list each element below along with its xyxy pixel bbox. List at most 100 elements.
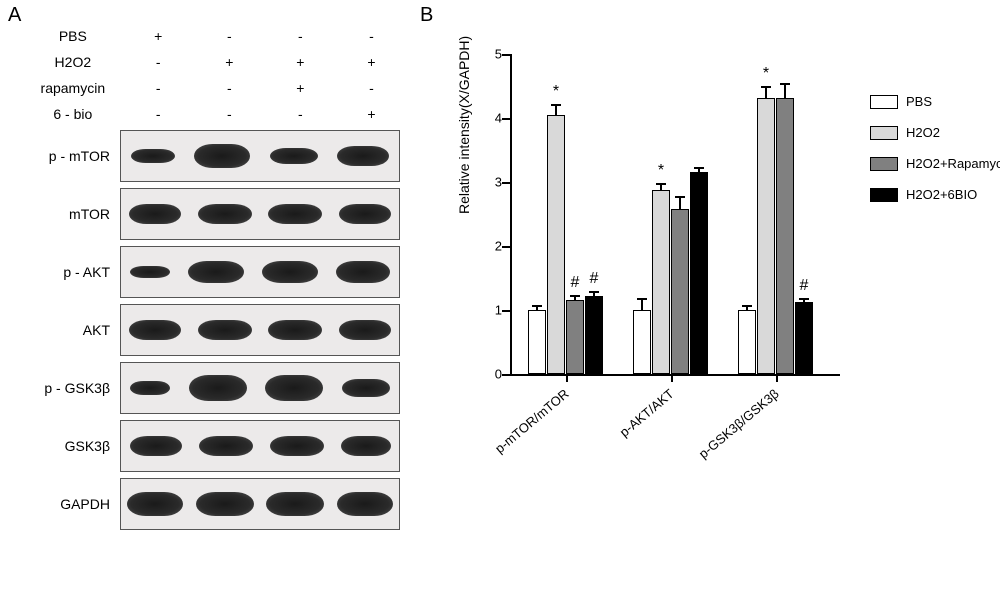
y-tick-label: 2 bbox=[495, 239, 502, 254]
treatment-cell: - bbox=[337, 76, 406, 100]
treatment-cell: + bbox=[337, 50, 406, 74]
bar bbox=[690, 172, 708, 374]
treatment-cell: - bbox=[124, 102, 193, 126]
blot-band bbox=[129, 204, 181, 224]
blot-row: p - GSK3β bbox=[28, 362, 400, 414]
blot-band bbox=[130, 266, 170, 278]
treatment-cell: + bbox=[266, 50, 335, 74]
x-tick bbox=[566, 374, 568, 382]
error-bar bbox=[660, 183, 662, 191]
treatment-cell: - bbox=[337, 24, 406, 48]
blot-label: p - mTOR bbox=[28, 148, 120, 164]
blot-band bbox=[188, 261, 244, 283]
legend-item: PBS bbox=[870, 94, 1000, 109]
blot-row: p - AKT bbox=[28, 246, 400, 298]
treatment-cell: - bbox=[266, 24, 335, 48]
legend-label: H2O2+6BIO bbox=[906, 187, 977, 202]
blot-row: GSK3β bbox=[28, 420, 400, 472]
blot-band bbox=[339, 204, 391, 224]
blot-band bbox=[130, 381, 170, 395]
blot-band bbox=[198, 204, 252, 224]
bar: # bbox=[566, 300, 584, 374]
significance-marker: # bbox=[590, 270, 599, 288]
panel-a-label: A bbox=[8, 4, 21, 27]
error-bar bbox=[679, 196, 681, 210]
western-blots: p - mTOR mTOR p - AKT AKT p - GSK3β GSK3β GAPD… bbox=[28, 130, 400, 536]
y-tick bbox=[502, 182, 510, 184]
blot-band bbox=[268, 320, 322, 340]
blot-band bbox=[127, 492, 183, 516]
blot-band bbox=[339, 320, 391, 340]
legend-swatch bbox=[870, 188, 898, 202]
treatment-cell: - bbox=[195, 76, 264, 100]
blot-box bbox=[120, 478, 400, 530]
blot-box bbox=[120, 130, 400, 182]
blot-band bbox=[266, 492, 324, 516]
legend-label: H2O2+Rapamycin bbox=[906, 156, 1000, 171]
y-axis-title: Relative intensity(X/GAPDH) bbox=[456, 36, 472, 214]
blot-label: GAPDH bbox=[28, 496, 120, 512]
treatment-cell: - bbox=[124, 76, 193, 100]
blot-row: mTOR bbox=[28, 188, 400, 240]
blot-band bbox=[196, 492, 254, 516]
treatment-cell: + bbox=[124, 24, 193, 48]
bar bbox=[738, 310, 756, 374]
blot-label: GSK3β bbox=[28, 438, 120, 454]
bar-chart: Relative intensity(X/GAPDH) *##**# 01234… bbox=[450, 34, 990, 554]
bar bbox=[671, 209, 689, 374]
bar: # bbox=[795, 302, 813, 374]
treatment-cell: - bbox=[266, 102, 335, 126]
legend-swatch bbox=[870, 126, 898, 140]
blot-band bbox=[270, 436, 324, 456]
treatment-cell: + bbox=[337, 102, 406, 126]
significance-marker: * bbox=[763, 65, 769, 83]
bar: * bbox=[652, 190, 670, 374]
treatment-cell: + bbox=[195, 50, 264, 74]
treatment-cell: - bbox=[124, 50, 193, 74]
y-tick bbox=[502, 310, 510, 312]
blot-band bbox=[198, 320, 252, 340]
blot-band bbox=[268, 204, 322, 224]
treatment-row-label: H2O2 bbox=[30, 50, 122, 74]
blot-row: p - mTOR bbox=[28, 130, 400, 182]
y-tick-label: 0 bbox=[495, 367, 502, 382]
blot-band bbox=[270, 148, 318, 164]
blot-band bbox=[337, 146, 389, 166]
blot-band bbox=[129, 320, 181, 340]
bars-area: *##**# bbox=[510, 54, 840, 374]
significance-marker: * bbox=[553, 83, 559, 101]
bar bbox=[528, 310, 546, 374]
legend-item: H2O2+Rapamycin bbox=[870, 156, 1000, 171]
blot-row: AKT bbox=[28, 304, 400, 356]
x-axis-label: p-AKT/AKT bbox=[667, 386, 677, 397]
error-bar bbox=[593, 291, 595, 297]
significance-marker: * bbox=[658, 162, 664, 180]
treatment-row-label: rapamycin bbox=[30, 76, 122, 100]
panel-b: B Relative intensity(X/GAPDH) *##**# 012… bbox=[420, 4, 990, 584]
y-tick-label: 5 bbox=[495, 47, 502, 62]
y-tick bbox=[502, 118, 510, 120]
blot-label: AKT bbox=[28, 322, 120, 338]
y-tick bbox=[502, 374, 510, 376]
blot-box bbox=[120, 362, 400, 414]
error-bar bbox=[555, 104, 557, 116]
x-tick bbox=[671, 374, 673, 382]
blot-box bbox=[120, 304, 400, 356]
error-bar bbox=[536, 305, 538, 311]
y-tick-label: 1 bbox=[495, 303, 502, 318]
bar bbox=[633, 310, 651, 374]
bar bbox=[776, 98, 794, 374]
treatment-cell: - bbox=[195, 24, 264, 48]
panel-b-label: B bbox=[420, 4, 433, 27]
bar: * bbox=[547, 115, 565, 374]
y-tick-label: 4 bbox=[495, 111, 502, 126]
blot-band bbox=[131, 149, 175, 163]
legend-label: PBS bbox=[906, 94, 932, 109]
blot-band bbox=[199, 436, 253, 456]
blot-band bbox=[341, 436, 391, 456]
treatment-row-label: 6 - bio bbox=[30, 102, 122, 126]
blot-box bbox=[120, 188, 400, 240]
legend-item: H2O2 bbox=[870, 125, 1000, 140]
error-bar bbox=[765, 86, 767, 99]
blot-box bbox=[120, 420, 400, 472]
